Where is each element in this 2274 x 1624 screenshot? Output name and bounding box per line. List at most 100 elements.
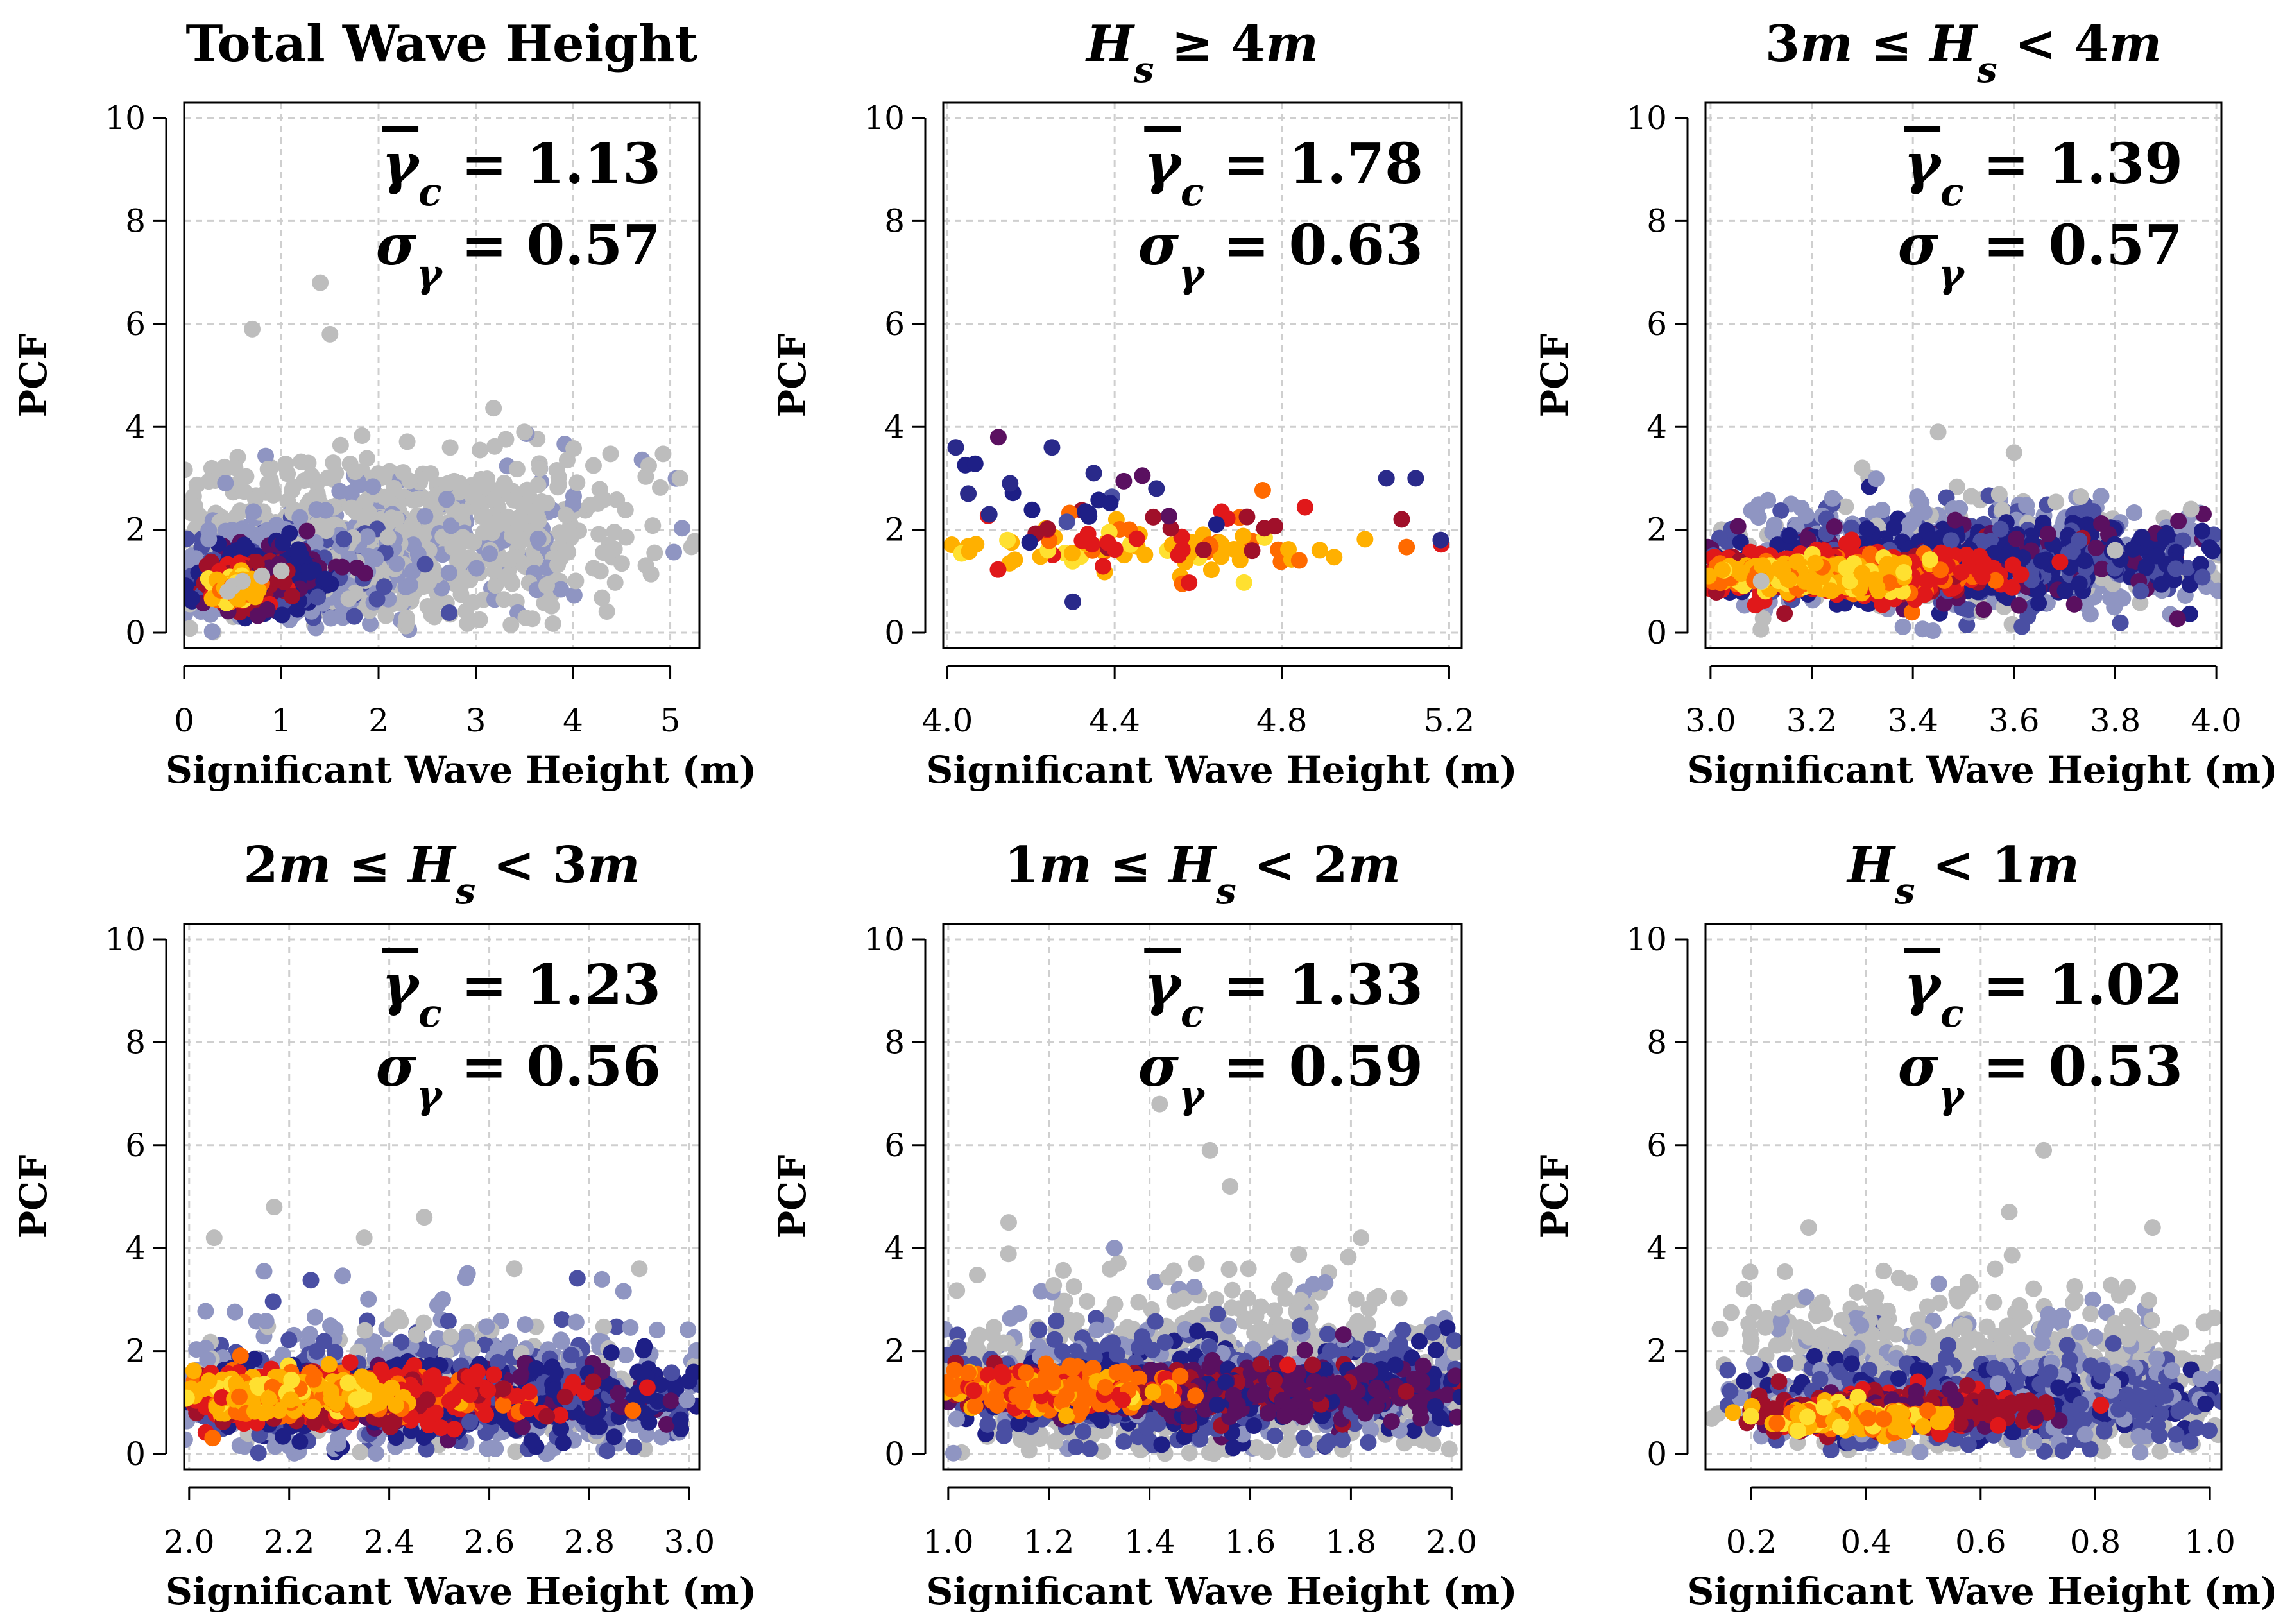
- data-point: [184, 530, 196, 547]
- mean-value: = 1.13: [442, 132, 661, 196]
- y-axis-label: PCF: [771, 334, 814, 418]
- mean-symbol: γ: [1144, 132, 1183, 196]
- data-point: [947, 439, 964, 456]
- data-point: [671, 470, 688, 487]
- data-point: [1296, 499, 1313, 516]
- x-axis-label: Significant Wave Height (m): [926, 748, 1517, 792]
- data-point: [2072, 488, 2089, 506]
- data-point: [1407, 470, 1424, 487]
- data-point: [568, 1270, 586, 1287]
- mean-symbol: γ: [1904, 132, 1943, 196]
- y-tick-label: 2: [125, 511, 146, 549]
- y-tick-label: 0: [1646, 614, 1667, 651]
- data-point: [530, 513, 547, 530]
- sd-symbol: σ: [1898, 213, 1939, 278]
- data-point: [1244, 542, 1261, 560]
- plot-frame: [183, 101, 701, 649]
- data-point: [2192, 556, 2209, 573]
- data-point: [674, 520, 691, 537]
- data-point: [264, 1293, 282, 1310]
- data-point: [1002, 475, 1019, 492]
- data-point: [293, 547, 310, 565]
- data-point: [2170, 513, 2187, 530]
- data-point: [504, 527, 521, 545]
- data-point: [2010, 597, 2028, 614]
- data-point: [257, 447, 275, 465]
- panel-title-part: m: [1800, 15, 1853, 73]
- data-point: [585, 1418, 603, 1435]
- data-point: [1705, 567, 1717, 585]
- data-point: [2093, 515, 2110, 533]
- plot-frame: [942, 101, 1463, 649]
- data-point: [366, 1333, 384, 1351]
- data-point: [2030, 594, 2047, 611]
- x-tick-label: 4.4: [1089, 702, 1140, 739]
- data-point: [585, 560, 602, 577]
- data-point: [663, 1364, 680, 1381]
- data-point: [1903, 604, 1920, 621]
- data-point: [302, 1272, 320, 1289]
- data-point: [2012, 566, 2030, 583]
- data-point: [1398, 538, 1415, 556]
- data-point: [1115, 472, 1133, 490]
- data-point: [529, 477, 547, 494]
- data-point: [1867, 470, 1885, 488]
- data-point: [440, 564, 457, 581]
- data-point: [2181, 576, 2198, 594]
- data-point: [2085, 503, 2102, 520]
- data-point: [598, 603, 615, 620]
- data-point: [1714, 561, 1731, 579]
- data-point: [552, 581, 570, 598]
- data-point: [1838, 560, 1855, 577]
- data-point: [291, 509, 309, 526]
- data-point: [1148, 480, 1165, 497]
- data-point: [1162, 520, 1179, 537]
- data-point: [259, 601, 276, 618]
- data-point: [654, 445, 672, 463]
- data-point: [398, 613, 415, 631]
- data-point: [367, 1444, 384, 1462]
- data-point: [595, 544, 612, 561]
- sd-value: = 0.63: [1204, 213, 1423, 278]
- data-point: [1800, 572, 1818, 590]
- data-point: [565, 586, 583, 604]
- data-point: [423, 606, 440, 623]
- data-point: [1160, 508, 1177, 525]
- data-point: [478, 1318, 495, 1335]
- data-point: [999, 531, 1016, 549]
- data-point: [2051, 553, 2069, 570]
- data-point: [1932, 561, 1949, 579]
- data-point: [416, 556, 434, 573]
- x-tick-label: 3.6: [1988, 702, 2040, 739]
- data-point: [301, 1326, 318, 1343]
- data-point: [246, 588, 264, 606]
- data-point: [301, 563, 318, 581]
- panel-title-part: Total Wave Height: [185, 15, 697, 73]
- data-point: [352, 1444, 369, 1461]
- data-point: [1728, 561, 1745, 578]
- panel-title: Hs ≥ 4m: [1085, 15, 1319, 91]
- data-point: [563, 1347, 580, 1364]
- data-point: [2101, 589, 2119, 606]
- data-point: [1213, 548, 1230, 565]
- data-point: [463, 594, 480, 611]
- panel-title-part: 3: [1765, 15, 1800, 73]
- data-point: [1958, 616, 1976, 633]
- data-point: [548, 462, 565, 479]
- data-point: [1861, 545, 1879, 563]
- data-point: [257, 1313, 275, 1330]
- data-point: [1235, 574, 1252, 591]
- sd-annotation: σγ = 0.63: [1138, 213, 1423, 296]
- data-point: [376, 488, 393, 506]
- data-point: [625, 1438, 642, 1455]
- y-axis-label: PCF: [1533, 334, 1577, 418]
- data-point: [1202, 561, 1220, 579]
- data-point: [688, 1342, 699, 1359]
- y-tick-label: 8: [125, 202, 146, 239]
- x-tick-label: 0: [174, 702, 194, 739]
- data-point: [2107, 542, 2124, 559]
- data-point: [327, 1321, 344, 1338]
- data-point: [1006, 551, 1023, 568]
- data-point: [617, 1347, 635, 1364]
- data-point: [2133, 529, 2151, 546]
